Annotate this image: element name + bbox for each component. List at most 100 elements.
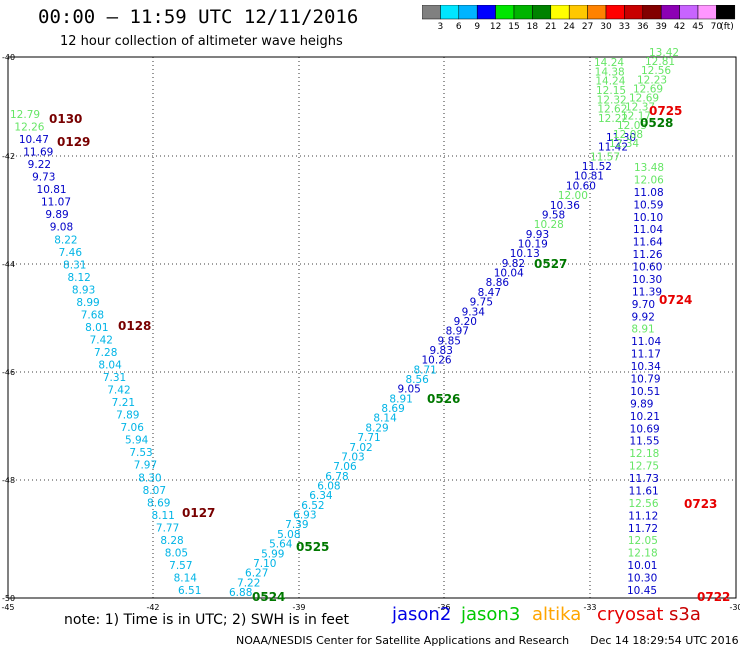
wave-height-value: 6.52 — [301, 500, 324, 512]
wave-height-value: 12.69 — [629, 93, 659, 105]
wave-height-value: 10.79 — [631, 374, 661, 386]
wave-height-value: 10.47 — [19, 134, 49, 146]
wave-height-value: 11.39 — [632, 286, 662, 298]
wave-height-value: 8.04 — [98, 360, 122, 372]
wave-height-value: 9.83 — [430, 345, 453, 357]
scale-label: 36 — [637, 22, 649, 32]
wave-height-value: 10.28 — [534, 219, 564, 231]
wave-height-value: 7.28 — [94, 347, 117, 359]
wave-height-value: 7.02 — [349, 442, 372, 454]
wave-height-value: 8.91 — [389, 393, 412, 405]
scale-label: 42 — [673, 22, 686, 32]
wave-height-value: 7.89 — [116, 410, 139, 422]
wave-height-value: 8.47 — [478, 287, 501, 299]
wave-height-value: 8.99 — [76, 297, 99, 309]
wave-height-value: 7.22 — [237, 577, 260, 589]
wave-height-value: 13.48 — [634, 162, 664, 174]
wave-height-value: 7.42 — [107, 385, 130, 397]
wave-height-value: 6.08 — [317, 481, 340, 493]
wave-height-value: 8.05 — [165, 547, 188, 559]
scale-label: 24 — [563, 22, 575, 32]
wave-height-value: 14.24 — [595, 76, 625, 88]
wave-height-value: 11.61 — [629, 485, 659, 497]
wave-height-value: 7.06 — [333, 461, 357, 473]
wave-height-value: 12.23 — [637, 74, 667, 86]
scale-label: 18 — [526, 22, 539, 32]
wave-height-value: 10.81 — [574, 171, 604, 183]
wave-height-value: 6.51 — [178, 585, 201, 597]
wave-height-value: 11.64 — [633, 237, 663, 249]
wave-height-value: 7.42 — [90, 334, 113, 346]
wave-height-value: 9.22 — [28, 159, 51, 171]
wave-height-value: 8.14 — [373, 413, 397, 425]
wave-height-value: 5.08 — [277, 529, 300, 541]
wave-height-value: 11.72 — [628, 523, 658, 535]
wave-height-value: 7.97 — [134, 460, 157, 472]
pass-time-label: 0525 — [296, 540, 329, 554]
wave-height-value: 6.88 — [229, 587, 252, 599]
wave-height-value: 6.93 — [293, 510, 316, 522]
scale-unit: (ft) — [720, 22, 734, 32]
wave-height-value: 10.34 — [631, 361, 661, 373]
wave-height-value: 9.75 — [470, 297, 493, 309]
wave-height-value: 10.81 — [37, 184, 67, 196]
wave-height-value: 11.55 — [629, 436, 659, 448]
wave-height-value: 6.27 — [245, 568, 268, 580]
wave-height-value: 12.37 — [625, 102, 655, 114]
wave-height-value: 12.26 — [14, 122, 44, 134]
wave-height-value: 7.06 — [121, 422, 145, 434]
wave-height-value: 7.53 — [129, 447, 152, 459]
lon-tick-label: -45 — [1, 603, 14, 612]
wave-height-value: 11.12 — [628, 510, 658, 522]
wave-height-value: 12.08 — [613, 129, 643, 141]
lon-tick-label: -36 — [437, 603, 450, 612]
wave-height-value: 9.05 — [397, 384, 420, 396]
legend-item-altika: altika — [532, 604, 582, 625]
pass-time-label: 0724 — [659, 293, 692, 307]
footer-credit-text: NOAA/NESDIS Center for Satellite Applica… — [236, 634, 570, 647]
wave-height-value: 6.78 — [325, 471, 348, 483]
wave-height-value: 10.19 — [518, 238, 548, 250]
wave-height-value: 8.29 — [365, 422, 388, 434]
wave-height-value: 12.00 — [558, 190, 588, 202]
wave-height-value: 12.18 — [628, 548, 658, 560]
wave-height-value: 9.89 — [45, 209, 68, 221]
wave-height-value: 12.32 — [597, 94, 627, 106]
wave-height-value: 9.89 — [630, 398, 653, 410]
scale-label: 15 — [508, 22, 520, 32]
wave-height-value: 11.07 — [41, 197, 71, 209]
wave-height-value: 11.52 — [582, 161, 612, 173]
wave-height-value: 8.31 — [63, 259, 86, 271]
wave-height-value: 9.20 — [454, 316, 477, 328]
color-scale-labels: 3 6 9 12 15 18 21 24 27 30 33 36 39 42 45 70 (ft) — [422, 22, 740, 36]
pass-time-label: 0722 — [697, 590, 730, 604]
scale-label: 6 — [455, 22, 462, 32]
wave-height-value: 12.15 — [596, 85, 626, 97]
color-scale-bar — [422, 5, 736, 20]
wave-height-value: 13.42 — [649, 47, 679, 59]
wave-height-value: 7.46 — [59, 247, 83, 259]
wave-height-value: 10.60 — [566, 180, 596, 192]
wave-height-value: 9.85 — [438, 335, 461, 347]
wave-height-value: 12.06 — [634, 174, 664, 186]
wave-height-value: 8.86 — [486, 277, 510, 289]
wave-height-value: 11.30 — [606, 132, 636, 144]
scale-label: 45 — [692, 22, 704, 32]
wave-height-value: 12.17 — [621, 111, 651, 123]
pass-time-label: 0528 — [640, 116, 673, 130]
wave-height-value: 11.69 — [23, 147, 53, 159]
wave-height-value: 12.56 — [628, 498, 658, 510]
wave-height-value: 12.81 — [645, 56, 675, 68]
wave-height-value: 9.82 — [502, 258, 525, 270]
wave-height-value: 14.38 — [595, 66, 625, 78]
wave-height-value: 12.79 — [10, 109, 40, 121]
wave-height-value: 12.05 — [617, 120, 647, 132]
wave-height-value: 12.75 — [629, 461, 659, 473]
wave-height-value: 12.05 — [628, 535, 658, 547]
wave-height-value: 11.73 — [629, 473, 659, 485]
wave-height-value: 9.92 — [632, 311, 655, 323]
pass-time-label: 0127 — [182, 506, 215, 520]
wave-height-value: 8.11 — [151, 510, 174, 522]
wave-height-value: 9.08 — [50, 222, 73, 234]
